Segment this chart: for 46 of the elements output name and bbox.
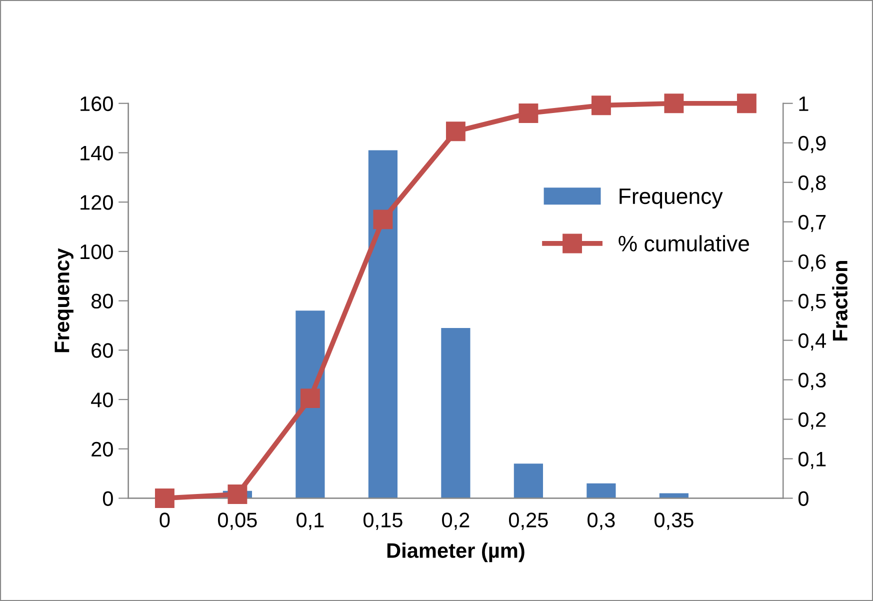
x-tick-label: 0,3 — [588, 512, 615, 530]
y-tick-label: 60 — [92, 343, 113, 358]
y-tick-label: 20 — [92, 442, 113, 457]
x-tick-label: 0,25 — [509, 512, 548, 530]
point — [228, 484, 248, 504]
y2-tick-label: 0,3 — [798, 372, 826, 390]
bar — [368, 150, 398, 498]
y2-tick-label: 0,7 — [798, 214, 826, 232]
y-tick-label: 140 — [80, 146, 113, 160]
x-tick-label: 0 — [160, 512, 170, 528]
bar — [514, 464, 544, 498]
y2-tick-label: 0,8 — [798, 175, 826, 193]
point — [300, 388, 320, 408]
y2-tick-label: 0,5 — [798, 294, 826, 312]
y2-tick-label: 0,9 — [798, 136, 826, 154]
point — [373, 210, 393, 230]
y2-tick-label: 0 — [798, 491, 808, 506]
y2-tick-label: 1 — [799, 96, 808, 111]
x-tick-label: 0,2 — [442, 512, 470, 530]
legend-label: Frequency — [620, 188, 723, 208]
y2-tick-label: 0,1 — [798, 452, 826, 469]
point — [591, 96, 611, 116]
point — [154, 488, 174, 508]
point — [446, 122, 466, 142]
x-tick-label: 0,1 — [296, 512, 324, 530]
x-axis-title: Diameter (µm) — [387, 542, 524, 562]
x-tick-label: 0,35 — [654, 512, 694, 530]
y-tick-label: 100 — [80, 244, 113, 260]
y-axis-title: Frequency — [54, 248, 74, 352]
y2-tick-label: 0,4 — [798, 333, 826, 350]
y2-axis-title: Fraction — [832, 260, 848, 340]
bar — [441, 328, 470, 498]
point — [664, 94, 684, 114]
y-tick-label: 0 — [102, 491, 113, 506]
x-tick-label: 0,15 — [364, 512, 402, 530]
point — [518, 104, 538, 123]
x-tick-label: 0,05 — [218, 512, 257, 530]
legend-label: % cumulative — [618, 235, 750, 252]
y-tick-label: 120 — [80, 195, 113, 210]
y2-tick-label: 0,2 — [798, 412, 826, 430]
y2-tick-label: 0,6 — [798, 254, 826, 272]
y-tick-label: 160 — [80, 96, 113, 112]
y-tick-label: 80 — [91, 294, 113, 309]
bar — [586, 483, 616, 498]
y-tick-label: 40 — [91, 392, 113, 408]
point — [736, 94, 756, 114]
